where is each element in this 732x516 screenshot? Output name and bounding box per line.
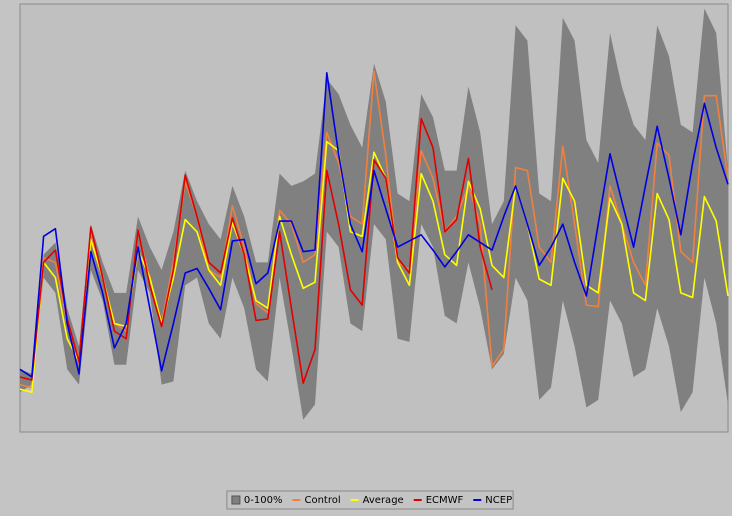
legend-swatch bbox=[231, 495, 241, 505]
legend-label: 0-100% bbox=[244, 495, 283, 506]
legend-item: ECMWF bbox=[413, 495, 464, 506]
legend-label: ECMWF bbox=[426, 495, 464, 506]
legend-item: Average bbox=[350, 495, 404, 506]
legend-label: Average bbox=[363, 495, 404, 506]
legend-label: Control bbox=[304, 495, 340, 506]
legend-item: 0-100% bbox=[231, 495, 283, 506]
legend-item: Control bbox=[292, 495, 341, 506]
legend-label: NCEP bbox=[485, 495, 512, 506]
legend-item: NCEP bbox=[473, 495, 512, 506]
series-line bbox=[19, 71, 729, 378]
range-band bbox=[20, 8, 728, 420]
legend-box bbox=[226, 490, 514, 510]
series-line bbox=[19, 117, 493, 384]
